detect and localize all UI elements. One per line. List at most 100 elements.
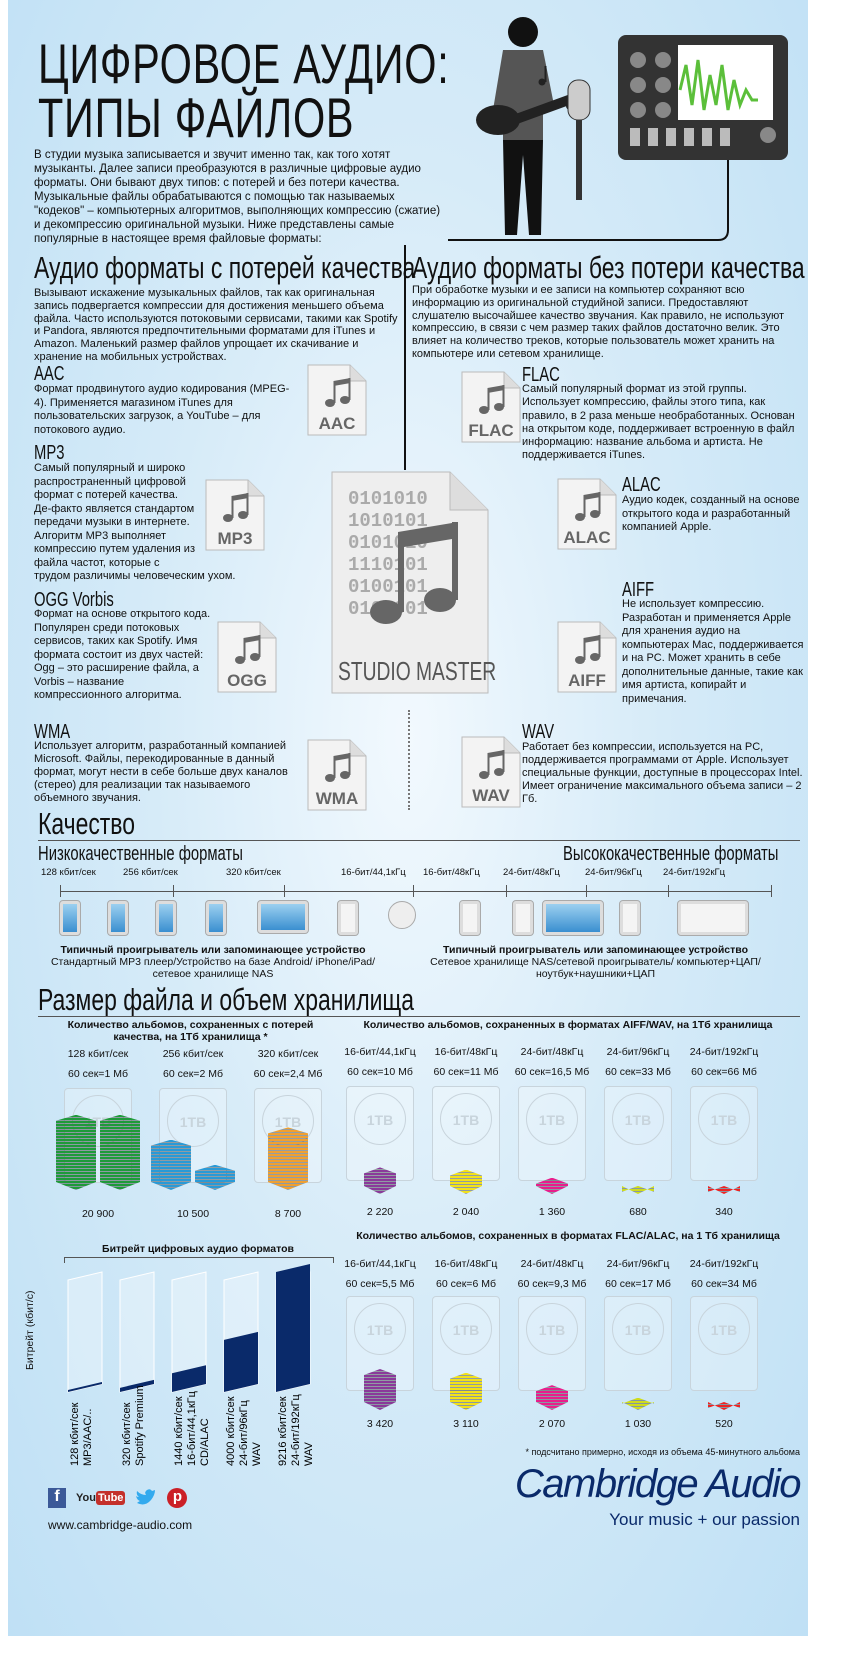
quality-tick-label: 24-бит/48кГц <box>503 867 560 878</box>
album-count: 680 <box>629 1206 647 1218</box>
binary-row: 1110101 <box>348 554 428 576</box>
album-count: 340 <box>715 1206 733 1218</box>
flac-file-icon: FLAC <box>460 370 522 444</box>
aac-file-icon: AAC <box>306 363 368 437</box>
storage-size-label: 60 сек=2,4 Мб <box>253 1068 323 1080</box>
album-stack <box>450 1373 482 1410</box>
storage-size-label: 60 сек=9,3 Мб <box>517 1278 587 1290</box>
album-stack <box>708 1402 740 1410</box>
file-icon-label: FLAC <box>468 421 513 440</box>
flac-storage-title: Количество альбомов, сохраненных в форма… <box>356 1230 780 1242</box>
file-icon-label: WMA <box>316 789 358 808</box>
quality-tick <box>771 885 772 897</box>
storage-size-label: 60 сек=10 Мб <box>347 1066 413 1078</box>
bitrate-category-label: 320 кбит/сек <box>121 1402 133 1466</box>
album-stack <box>151 1140 191 1190</box>
storage-format-label: 256 кбит/сек <box>162 1048 224 1060</box>
quality-tick-label: 16-бит/48кГц <box>423 867 480 878</box>
storage-size-label: 60 сек=11 Мб <box>433 1066 499 1078</box>
wav-file-icon: WAV <box>460 735 522 809</box>
hard-drive-icon: 1TB <box>518 1296 586 1391</box>
hard-drive-icon: 1TB <box>690 1296 758 1391</box>
wma-file-icon: WMA <box>306 738 368 812</box>
quality-rule <box>38 840 800 841</box>
facebook-icon[interactable]: f <box>48 1488 66 1508</box>
quality-tick-label: 24-бит/96кГц <box>585 867 642 878</box>
hard-drive-icon: 1TB <box>432 1086 500 1181</box>
album-stack <box>268 1127 308 1190</box>
infographic: ЦИФРОВОЕ АУДИО: ТИПЫ ФАЙЛОВ В студии муз… <box>8 0 808 1636</box>
storage-size-label: 60 сек=34 Мб <box>691 1278 757 1290</box>
quality-tick <box>284 885 285 897</box>
quality-tick-label: 256 кбит/сек <box>123 867 178 878</box>
twitter-icon[interactable] <box>135 1488 157 1508</box>
quality-axis-line <box>60 891 772 892</box>
quality-tick-label: 320 кбит/сек <box>226 867 281 878</box>
album-stack <box>622 1186 654 1194</box>
album-count: 1 360 <box>538 1206 566 1218</box>
bitrate-category-label: 16-бит/44,1кГц <box>186 1390 198 1466</box>
high-quality-label: Высококачественные форматы <box>563 843 779 865</box>
cd-disc-icon <box>388 901 416 929</box>
bitrate-category-label: 4000 кбит/сек <box>225 1396 237 1466</box>
hard-drive-icon: 1TB <box>604 1086 672 1181</box>
bitrate-category-label: Spotify Premium <box>134 1385 146 1466</box>
quality-tick <box>173 885 174 897</box>
album-count: 1 030 <box>624 1418 652 1430</box>
aiff-file-icon: AIFF <box>556 620 618 694</box>
album-stack <box>622 1398 654 1410</box>
bitrate-chart-title: Битрейт цифровых аудио форматов <box>102 1243 294 1255</box>
binary-row: 0101010 <box>348 488 428 510</box>
quality-heading: Качество <box>38 806 135 841</box>
file-icon-label: WAV <box>472 786 510 805</box>
bitrate-bar-outline <box>67 1271 103 1393</box>
bitrate-category-label: 24-бит/192кГц <box>290 1393 302 1466</box>
aiff-text: Не использует компрессию. Разработан и п… <box>622 598 804 705</box>
hard-drive-icon: 1TB <box>690 1086 758 1181</box>
quality-tick-label: 24-бит/192кГц <box>663 867 726 878</box>
storage-format-label: 16-бит/48кГц <box>434 1046 498 1058</box>
storage-rule <box>38 1016 800 1017</box>
storage-format-label: 16-бит/48кГц <box>434 1258 498 1270</box>
divider <box>408 710 410 810</box>
storage-format-label: 24-бит/192кГц <box>689 1046 759 1058</box>
storage-size-label: 60 сек=66 Мб <box>691 1066 757 1078</box>
headphones-laptop-icon <box>677 900 749 936</box>
music-note-icon <box>479 750 505 779</box>
pinterest-icon[interactable]: p <box>167 1488 188 1508</box>
social-links: f You Tube p <box>48 1488 188 1508</box>
quality-tick-label: 128 кбит/сек <box>41 867 96 878</box>
tablet-icon <box>257 900 309 934</box>
binary-digits: 0101010101010101010101110101010010101010… <box>348 488 428 620</box>
nas-drive-icon <box>459 900 481 936</box>
hard-drive-icon: 1TB <box>346 1086 414 1181</box>
footnote: * подсчитано примерно, исходя из объема … <box>525 1447 800 1457</box>
music-note-icon <box>223 493 249 522</box>
storage-format-label: 128 кбит/сек <box>67 1048 129 1060</box>
aiff-storage-title: Количество альбомов, сохраненных в форма… <box>363 1019 773 1031</box>
file-icon-label: ALAC <box>563 528 610 547</box>
music-note-icon <box>575 492 601 521</box>
musician-studio-illustration <box>448 17 788 241</box>
flac-heading: FLAC <box>522 364 560 386</box>
storage-format-label: 320 кбит/сек <box>257 1048 319 1060</box>
wav-heading: WAV <box>522 721 555 743</box>
hard-drive-icon: 1TB <box>518 1086 586 1181</box>
lossy-text: Вызывают искажение музыкальных файлов, т… <box>34 287 398 363</box>
album-count: 2 070 <box>538 1418 566 1430</box>
quality-tick <box>668 885 669 897</box>
studio-master-icon: 0101010101010101010101110101010010101010… <box>330 470 496 695</box>
quality-tick <box>60 885 61 897</box>
ogg-text: Формат на основе открытого кода. Популяр… <box>34 608 211 701</box>
wav-text: Работает без компрессии, используется на… <box>522 741 803 805</box>
tagline: Your music + our passion <box>609 1510 800 1529</box>
lossless-text: При обработке музыки и ее записи на комп… <box>412 284 785 360</box>
album-count: 20 900 <box>81 1208 115 1220</box>
youtube-icon[interactable]: You Tube <box>76 1491 126 1505</box>
storage-size-label: 60 сек=1 Мб <box>68 1068 128 1080</box>
bitrate-category-label: 9216 кбит/сек <box>277 1396 289 1466</box>
bitrate-category-label: MP3/AAC/.. <box>82 1409 94 1466</box>
website-link[interactable]: www.cambridge-audio.com <box>48 1518 193 1532</box>
aac-heading: AAC <box>34 363 65 385</box>
title-line2: ТИПЫ ФАЙЛОВ <box>38 86 355 149</box>
